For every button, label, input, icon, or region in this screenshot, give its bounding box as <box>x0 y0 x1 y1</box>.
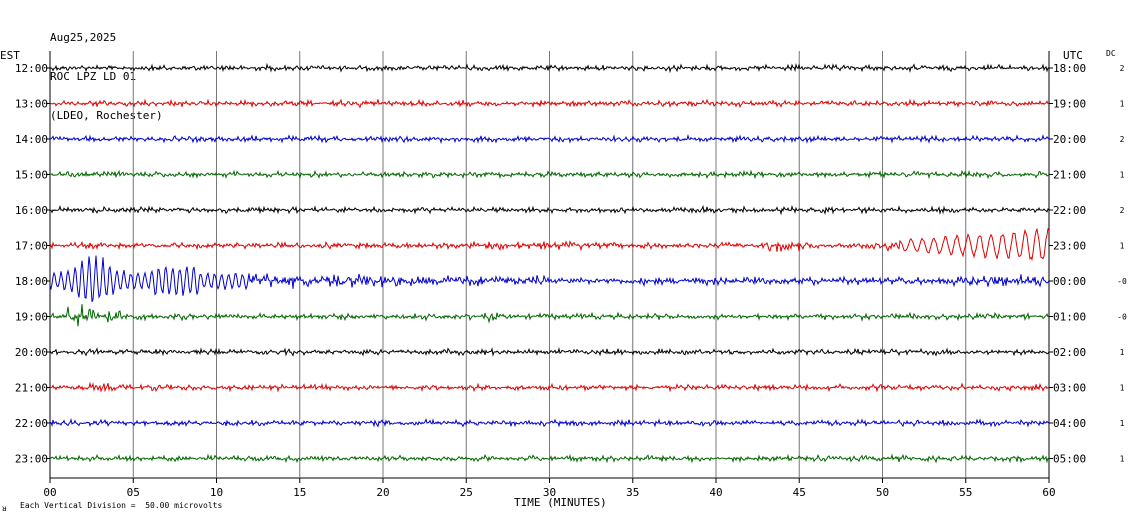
dc-value: 1 <box>1120 242 1125 251</box>
utc-hour-label: 20:00 <box>1053 133 1086 146</box>
utc-hour-label: 04:00 <box>1053 417 1086 430</box>
x-tick-label: 40 <box>709 486 722 499</box>
est-hour-label: 23:00 <box>15 453 48 466</box>
x-tick-label: 05 <box>127 486 140 499</box>
trace-1900 <box>49 304 1050 327</box>
dc-label: DC <box>1106 49 1116 58</box>
utc-hour-label: 21:00 <box>1053 169 1086 182</box>
x-tick-label: 35 <box>626 486 639 499</box>
x-tick-label: 20 <box>376 486 389 499</box>
x-tick-label: 60 <box>1042 486 1055 499</box>
utc-hour-label: 23:00 <box>1053 240 1086 253</box>
utc-hour-label: 01:00 <box>1053 311 1086 324</box>
x-axis-title: TIME (MINUTES) <box>514 496 607 509</box>
utc-hour-label: 03:00 <box>1053 382 1086 395</box>
est-hour-label: 18:00 <box>15 275 48 288</box>
trace-1200 <box>49 62 1050 74</box>
header-network: (LDEO, Rochester) <box>50 109 163 122</box>
dc-value: -0 <box>1117 313 1127 322</box>
utc-hour-label: 05:00 <box>1053 453 1086 466</box>
footer-scale-note: Each Vertical Division = 50.00 microvolt… <box>20 501 223 510</box>
dc-value: 1 <box>1120 455 1125 464</box>
header-date: Aug25,2025 <box>50 31 117 44</box>
header-station: ROC LPZ LD 01 <box>50 70 137 83</box>
trace-1500 <box>50 169 1050 180</box>
x-tick-label: 25 <box>460 486 473 499</box>
utc-hour-label: 19:00 <box>1053 98 1086 111</box>
dc-value: 1 <box>1120 419 1125 428</box>
dc-value: -0 <box>1117 277 1127 286</box>
est-hour-label: 12:00 <box>15 62 48 75</box>
x-tick-label: 15 <box>293 486 306 499</box>
x-tick-label: 00 <box>43 486 56 499</box>
est-hour-label: 21:00 <box>15 382 48 395</box>
est-hour-label: 17:00 <box>15 240 48 253</box>
x-tick-label: 45 <box>793 486 806 499</box>
trace-1800 <box>49 255 1050 302</box>
est-zone-label: EST <box>0 49 20 62</box>
dc-value: 2 <box>1120 206 1125 215</box>
utc-hour-label: 00:00 <box>1053 275 1086 288</box>
dc-value: 1 <box>1120 384 1125 393</box>
utc-hour-label: 22:00 <box>1053 204 1086 217</box>
est-hour-label: 20:00 <box>15 346 48 359</box>
dc-value: 2 <box>1120 135 1125 144</box>
dc-value: 1 <box>1120 171 1125 180</box>
utc-hour-label: 02:00 <box>1053 346 1086 359</box>
trace-2000 <box>49 347 1050 357</box>
utc-zone-label: UTC <box>1063 49 1083 62</box>
utc-hour-label: 18:00 <box>1053 62 1086 75</box>
trace-1600 <box>50 204 1050 216</box>
trace-2300 <box>50 453 1049 464</box>
est-hour-label: 22:00 <box>15 417 48 430</box>
x-tick-label: 55 <box>959 486 972 499</box>
est-hour-label: 15:00 <box>15 169 48 182</box>
trace-1700 <box>49 227 1050 261</box>
trace-2100 <box>49 381 1049 393</box>
x-tick-label: 30 <box>543 486 556 499</box>
dc-value: 1 <box>1120 100 1125 109</box>
trace-2200 <box>49 418 1050 428</box>
est-hour-label: 16:00 <box>15 204 48 217</box>
station-header: Aug25,2025 ROC LPZ LD 01 (LDEO, Rocheste… <box>50 5 163 135</box>
dc-value: 1 <box>1120 348 1125 357</box>
x-tick-label: 50 <box>876 486 889 499</box>
trace-1400 <box>49 134 1050 145</box>
est-hour-label: 13:00 <box>15 98 48 111</box>
trace-1300 <box>49 98 1050 109</box>
est-hour-label: 19:00 <box>15 311 48 324</box>
footer-mark: ᴚ <box>2 504 7 513</box>
dc-value: 2 <box>1120 64 1125 73</box>
est-hour-label: 14:00 <box>15 133 48 146</box>
x-tick-label: 10 <box>210 486 223 499</box>
